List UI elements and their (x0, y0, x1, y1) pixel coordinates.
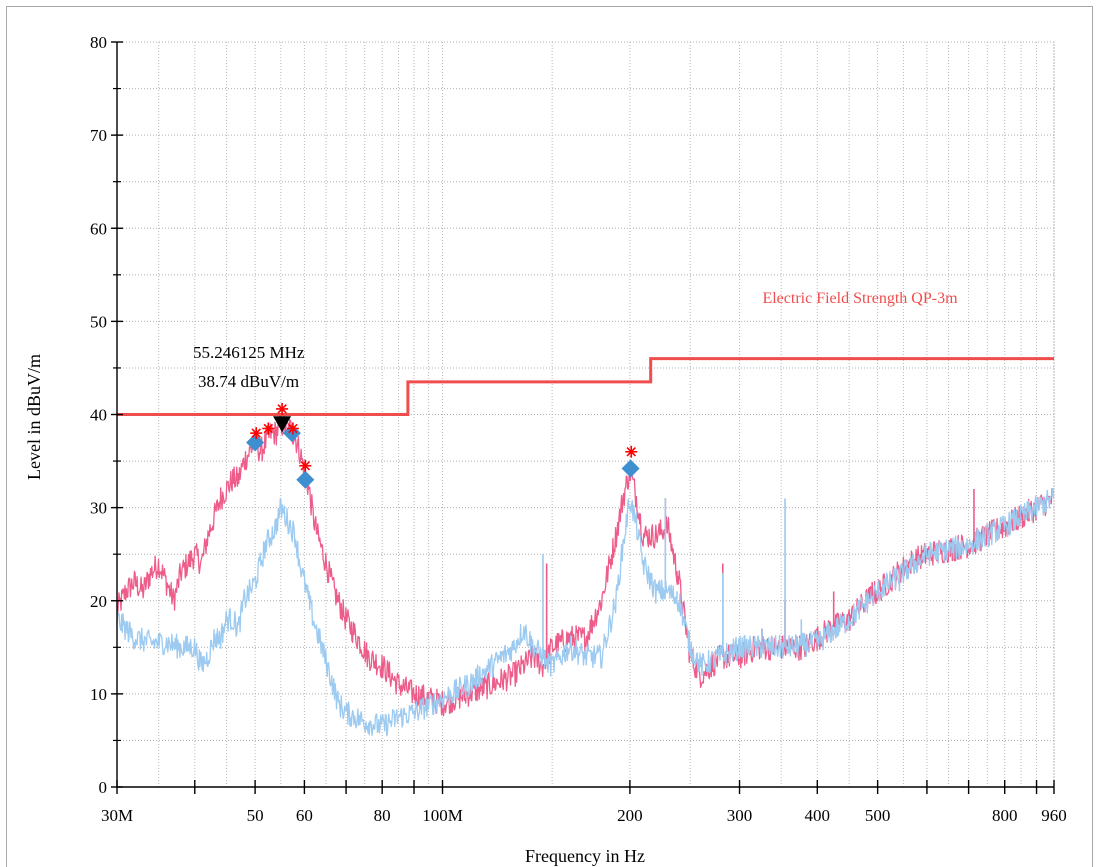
max-marker-level-label: 38.74 dBuV/m (198, 372, 299, 391)
y-tick-label: 20 (90, 592, 107, 611)
peak-star-marker (250, 427, 262, 439)
y-tick-label: 10 (90, 685, 107, 704)
qp-trace-line (117, 489, 1054, 736)
axes: 0 10 20 30 40 50 60 70 80 30M 50 60 80 100M 200 300 400 5… (90, 33, 1067, 825)
x-tick-label: 200 (617, 806, 643, 825)
x-tick-label: 80 (374, 806, 391, 825)
qp-diamond-marker (296, 471, 314, 489)
y-tick-label: 50 (90, 312, 107, 331)
x-tick-label: 30M (101, 806, 133, 825)
max-marker-frequency-label: 55.246125 MHz (193, 343, 305, 362)
traces (117, 414, 1054, 736)
x-tick-label: 960 (1041, 806, 1067, 825)
peak-star-marker (625, 446, 637, 458)
x-tick-label: 800 (992, 806, 1018, 825)
y-tick-label: 60 (90, 219, 107, 238)
x-tick-label: 60 (296, 806, 313, 825)
x-tick-label: 400 (805, 806, 831, 825)
x-tick-label: 100M (422, 806, 463, 825)
y-axis-title: Level in dBuV/m (24, 354, 44, 480)
peak-star-marker (262, 422, 274, 434)
y-tick-label: 70 (90, 126, 107, 145)
x-tick-label: 500 (865, 806, 891, 825)
x-tick-label: 50 (247, 806, 264, 825)
x-tick-label: 300 (727, 806, 753, 825)
x-axis-title: Frequency in Hz (525, 846, 645, 866)
y-tick-label: 80 (90, 33, 107, 52)
limit-line-label: Electric Field Strength QP-3m (762, 290, 958, 307)
y-tick-label: 0 (99, 778, 108, 797)
qp-diamond-marker (622, 460, 640, 478)
y-tick-label: 30 (90, 499, 107, 518)
y-tick-label: 40 (90, 406, 107, 425)
